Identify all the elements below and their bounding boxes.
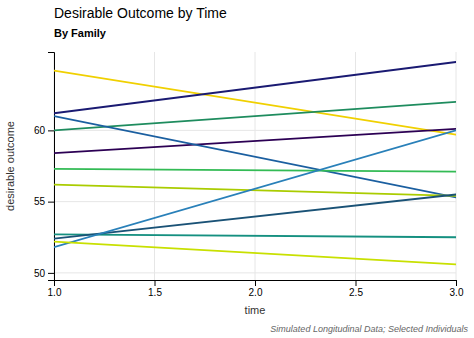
tick-label: 3.0 xyxy=(450,287,464,298)
tick-mark xyxy=(48,273,54,274)
line xyxy=(54,129,456,153)
line xyxy=(54,242,456,265)
tick-mark xyxy=(356,280,357,286)
line xyxy=(54,116,456,197)
tick-label: 1.5 xyxy=(148,287,162,298)
line xyxy=(54,71,456,135)
line xyxy=(54,185,456,196)
tick: 50 xyxy=(34,268,54,279)
grid-line xyxy=(255,52,256,280)
tick-label: 2.0 xyxy=(249,287,263,298)
tick: 2.0 xyxy=(249,280,263,298)
tick-label: 50 xyxy=(34,268,46,279)
grid-line xyxy=(355,52,356,280)
tick-mark xyxy=(255,280,256,286)
tick: 60 xyxy=(34,125,54,136)
grid-line xyxy=(54,272,456,273)
plot-area: 1.0 1.5 2.0 2.5 3.0 50 55 60 xyxy=(34,52,464,298)
y-axis: 50 55 60 xyxy=(34,53,55,281)
tick: 3.0 xyxy=(450,280,464,298)
tick: 55 xyxy=(34,196,54,207)
tick-label: 60 xyxy=(34,125,46,136)
grid-line xyxy=(54,130,456,131)
caption: Simulated Longitudinal Data; Selected In… xyxy=(270,324,468,334)
tick: 2.5 xyxy=(349,280,363,298)
grid-line xyxy=(456,52,457,280)
tick: 1.0 xyxy=(48,280,62,298)
chart: 1.0 1.5 2.0 2.5 3.0 50 55 60 Desirable Outcome b… xyxy=(0,0,474,338)
line xyxy=(54,102,456,131)
subtitle: By Family xyxy=(54,27,107,39)
line xyxy=(54,169,456,172)
x-axis-title: time xyxy=(245,304,266,316)
tick-mark xyxy=(155,280,156,286)
tick-label: 2.5 xyxy=(349,287,363,298)
grid xyxy=(54,52,456,280)
tick: 1.5 xyxy=(148,280,162,298)
axis-line xyxy=(48,53,55,281)
series-group xyxy=(54,62,456,264)
title: Desirable Outcome by Time xyxy=(54,5,227,21)
tick-label: 1.0 xyxy=(48,287,62,298)
tick-mark xyxy=(456,280,457,286)
tick-label: 55 xyxy=(34,196,46,207)
axis-line xyxy=(55,281,457,287)
line xyxy=(54,234,456,237)
x-axis: 1.0 1.5 2.0 2.5 3.0 xyxy=(48,280,464,298)
line xyxy=(54,130,456,247)
line xyxy=(54,195,456,239)
tick-mark xyxy=(48,130,54,131)
tick-mark xyxy=(48,202,54,203)
y-axis-title: desirable outcome xyxy=(4,121,16,211)
